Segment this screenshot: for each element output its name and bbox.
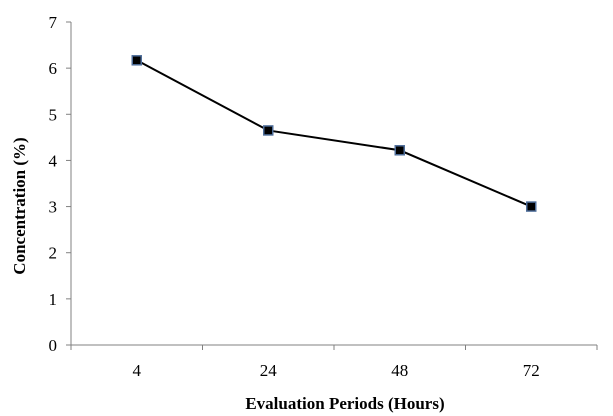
y-tick-label: 0 — [49, 336, 58, 355]
x-tick-label: 4 — [133, 361, 142, 380]
data-point-marker — [263, 125, 274, 136]
x-axis-ticks: 4 24 48 72 — [70, 345, 598, 380]
data-point-marker — [394, 145, 405, 156]
x-tick-label: 72 — [523, 361, 540, 380]
data-point-marker — [526, 201, 537, 212]
y-axis-ticks: 0 1 2 3 4 5 6 7 — [49, 13, 71, 355]
x-axis-title: Evaluation Periods (Hours) — [245, 394, 444, 413]
x-tick-label: 24 — [260, 361, 278, 380]
y-tick-label: 1 — [49, 290, 58, 309]
data-point-marker — [131, 55, 142, 66]
y-tick-label: 6 — [49, 59, 58, 78]
y-tick-label: 5 — [49, 105, 58, 124]
chart-axes — [70, 22, 597, 346]
y-tick-label: 3 — [49, 198, 58, 217]
y-tick-label: 4 — [49, 151, 58, 170]
data-series — [131, 55, 537, 212]
y-axis-title: Concentration (%) — [10, 137, 29, 274]
y-tick-label: 2 — [49, 244, 58, 263]
y-tick-label: 7 — [49, 13, 58, 32]
series-line — [136, 59, 532, 208]
x-tick-label: 48 — [391, 361, 408, 380]
